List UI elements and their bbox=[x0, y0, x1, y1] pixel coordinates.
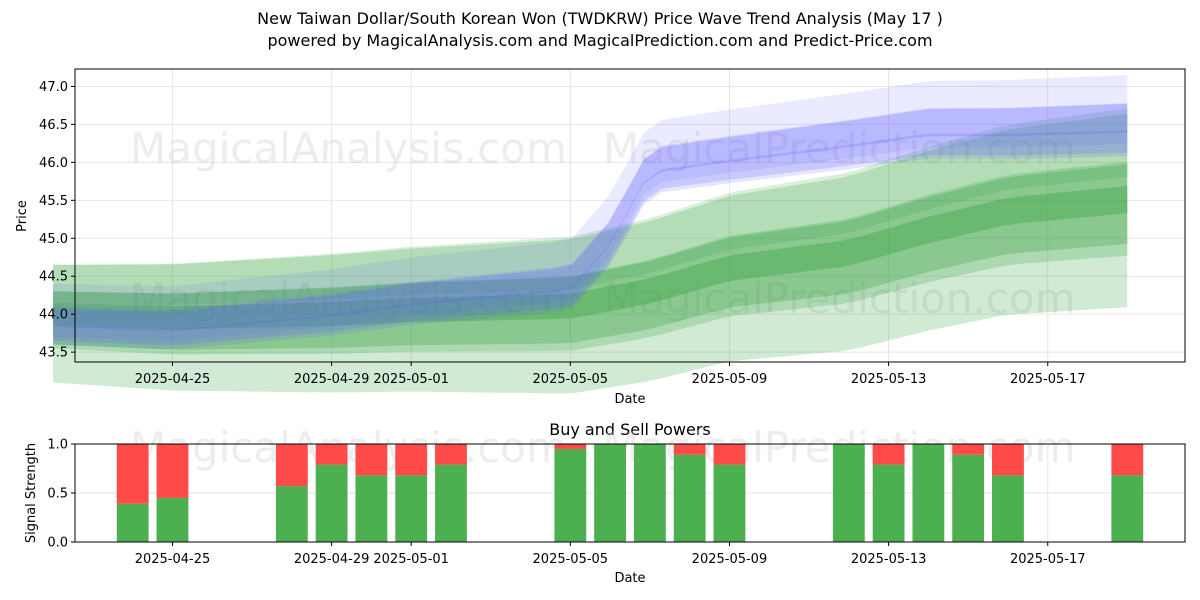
price-grid bbox=[75, 69, 1185, 362]
watermark-analysis: MagicalAnalysis.com bbox=[130, 274, 567, 323]
signal-x-tick-label: 2025-05-13 bbox=[851, 552, 927, 567]
price-x-tick-label: 2025-04-25 bbox=[135, 372, 211, 387]
price-y-tick-label: 46.5 bbox=[39, 118, 68, 133]
watermark-prediction: MagicalPrediction.com bbox=[603, 274, 1076, 323]
signal-x-tick-label: 2025-05-17 bbox=[1010, 552, 1086, 567]
sell-bar bbox=[713, 444, 746, 465]
price-panel: MagicalAnalysis.com MagicalPrediction.co… bbox=[15, 68, 1186, 407]
buy-bar bbox=[713, 464, 746, 542]
signal-x-tick-label: 2025-05-09 bbox=[692, 552, 768, 567]
price-watermarks: MagicalAnalysis.com MagicalPrediction.co… bbox=[130, 124, 1076, 323]
blue-wave-band bbox=[53, 75, 1128, 341]
price-y-tick-label: 46.0 bbox=[39, 156, 68, 171]
signal-panel: Buy and Sell Powers MagicalAnalysis.com … bbox=[24, 420, 1186, 586]
price-y-tick-label: 43.5 bbox=[39, 346, 68, 361]
buy-bar bbox=[1111, 475, 1144, 542]
signal-x-tick-label: 2025-05-05 bbox=[533, 552, 609, 567]
price-plot-area bbox=[75, 69, 1185, 362]
green-wave-band bbox=[53, 164, 1128, 350]
sell-bar bbox=[952, 444, 985, 455]
price-y-tick-label: 44.0 bbox=[39, 308, 68, 323]
price-x-tick-label: 2025-05-17 bbox=[1010, 372, 1086, 387]
watermark-analysis: MagicalAnalysis.com bbox=[130, 423, 567, 472]
sell-bar bbox=[435, 444, 467, 465]
price-y-tick-label: 44.5 bbox=[39, 270, 68, 285]
buy-bar bbox=[952, 454, 985, 542]
buy-bar bbox=[594, 444, 627, 542]
price-y-ticks: 43.5 44.0 44.5 45.0 45.5 46.0 46.5 47.0 bbox=[39, 80, 75, 361]
buy-bar bbox=[992, 475, 1024, 542]
sell-bar bbox=[156, 444, 189, 498]
buy-bar bbox=[912, 444, 945, 542]
price-y-label: Price bbox=[15, 200, 30, 232]
buy-bar bbox=[156, 497, 189, 542]
signal-bars bbox=[116, 444, 1144, 542]
sell-bar bbox=[1111, 444, 1144, 476]
blue-wave-band bbox=[53, 130, 1128, 346]
buy-bar bbox=[355, 475, 388, 542]
green-wave-band bbox=[53, 108, 1128, 305]
green-wave-band bbox=[53, 113, 1128, 355]
buy-bar bbox=[832, 444, 865, 542]
sell-bar bbox=[116, 444, 149, 504]
signal-x-tick-label: 2025-04-29 bbox=[294, 552, 370, 567]
buy-bar bbox=[872, 464, 905, 542]
price-y-tick-label: 45.0 bbox=[39, 232, 68, 247]
buy-bar bbox=[554, 448, 587, 542]
price-x-label: Date bbox=[614, 392, 645, 407]
price-x-tick-label: 2025-05-13 bbox=[851, 372, 927, 387]
buy-bar bbox=[315, 464, 348, 542]
price-x-tick-label: 2025-05-01 bbox=[373, 372, 449, 387]
buy-bar bbox=[633, 444, 666, 542]
sell-bar bbox=[673, 444, 706, 455]
buy-bar bbox=[395, 475, 428, 542]
signal-y-tick-label: 0.0 bbox=[47, 536, 68, 551]
sell-bar bbox=[554, 444, 587, 449]
price-x-tick-label: 2025-04-29 bbox=[294, 372, 370, 387]
buy-bar bbox=[275, 486, 308, 542]
signal-y-tick-label: 1.0 bbox=[47, 438, 68, 453]
signal-y-label: Signal Strength bbox=[24, 443, 39, 543]
chart-title: New Taiwan Dollar/South Korean Won (TWDK… bbox=[257, 9, 943, 28]
green-wave-band bbox=[53, 185, 1128, 330]
sell-bar bbox=[275, 444, 308, 487]
green-wave-band bbox=[53, 161, 1128, 394]
buy-bar bbox=[116, 503, 149, 542]
blue-wave-band bbox=[53, 103, 1128, 349]
sell-bar bbox=[395, 444, 428, 476]
sell-bar bbox=[872, 444, 905, 465]
sell-bar bbox=[992, 444, 1024, 476]
signal-x-ticks: 2025-04-25 2025-04-29 2025-05-01 2025-05-05… bbox=[135, 542, 1086, 567]
signal-title: Buy and Sell Powers bbox=[549, 420, 711, 439]
watermark-analysis: MagicalAnalysis.com bbox=[130, 124, 567, 173]
price-x-tick-label: 2025-05-09 bbox=[692, 372, 768, 387]
signal-x-tick-label: 2025-04-25 bbox=[135, 552, 211, 567]
buy-bar bbox=[435, 464, 467, 542]
signal-y-tick-label: 0.5 bbox=[47, 487, 68, 502]
watermark-prediction: MagicalPrediction.com bbox=[603, 124, 1076, 173]
price-x-tick-label: 2025-05-05 bbox=[533, 372, 609, 387]
signal-x-tick-label: 2025-05-01 bbox=[373, 552, 449, 567]
wave-bands bbox=[53, 75, 1128, 394]
price-y-tick-label: 45.5 bbox=[39, 194, 68, 209]
chart-subtitle: powered by MagicalAnalysis.com and Magic… bbox=[267, 31, 933, 50]
price-y-tick-label: 47.0 bbox=[39, 80, 68, 95]
signal-x-label: Date bbox=[614, 571, 645, 586]
buy-bar bbox=[673, 454, 706, 542]
blue-wave-band bbox=[53, 103, 1128, 331]
price-plot-frame bbox=[74, 68, 1186, 363]
signal-y-ticks: 0.0 0.5 1.0 bbox=[47, 438, 75, 551]
price-x-ticks: 2025-04-25 2025-04-29 2025-05-01 2025-05-05… bbox=[135, 362, 1086, 387]
sell-bar bbox=[355, 444, 388, 476]
sell-bar bbox=[315, 444, 348, 465]
